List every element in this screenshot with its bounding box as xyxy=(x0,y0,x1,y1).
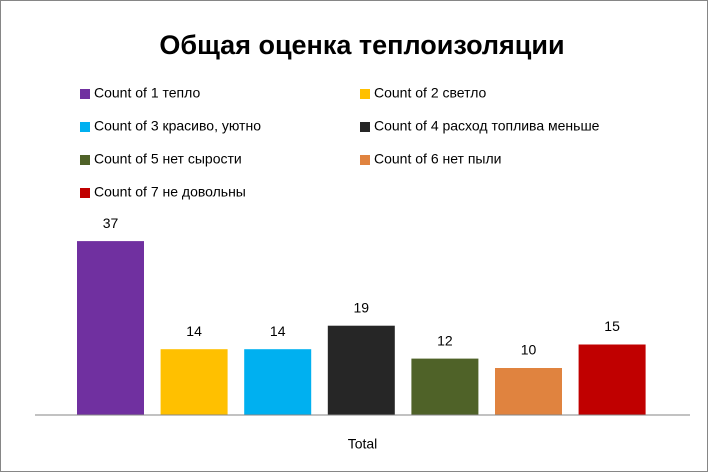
data-label: 10 xyxy=(521,342,537,358)
data-label: 15 xyxy=(604,318,620,334)
data-label: 19 xyxy=(354,299,370,315)
chart-title: Общая оценка теплоизоляции xyxy=(159,30,564,60)
legend-label: Count of 5 нет сырости xyxy=(94,151,242,167)
legend-swatch xyxy=(80,89,90,99)
legend-label: Count of 6 нет пыли xyxy=(374,151,501,167)
legend-label: Count of 7 не довольны xyxy=(94,184,246,200)
legend-label: Count of 4 расход топлива меньше xyxy=(374,118,600,134)
data-label: 14 xyxy=(186,323,202,339)
legend-swatch xyxy=(80,188,90,198)
bar xyxy=(77,241,144,415)
legend-swatch xyxy=(360,122,370,132)
x-tick-label: Total xyxy=(348,436,378,452)
legend-swatch xyxy=(360,155,370,165)
legend-swatch xyxy=(360,89,370,99)
bar xyxy=(244,349,312,415)
legend-label: Count of 3 красиво, уютно xyxy=(94,118,261,134)
data-label: 14 xyxy=(270,323,286,339)
bar xyxy=(327,325,395,415)
legend-label: Count of 1 тепло xyxy=(94,85,200,101)
bar xyxy=(578,344,646,415)
legend-label: Count of 2 светло xyxy=(374,85,487,101)
bar xyxy=(411,358,479,415)
data-label: 12 xyxy=(437,332,453,348)
legend-swatch xyxy=(80,155,90,165)
bar xyxy=(495,368,562,415)
legend-swatch xyxy=(80,122,90,132)
bar xyxy=(160,349,228,415)
data-label: 37 xyxy=(103,215,119,231)
